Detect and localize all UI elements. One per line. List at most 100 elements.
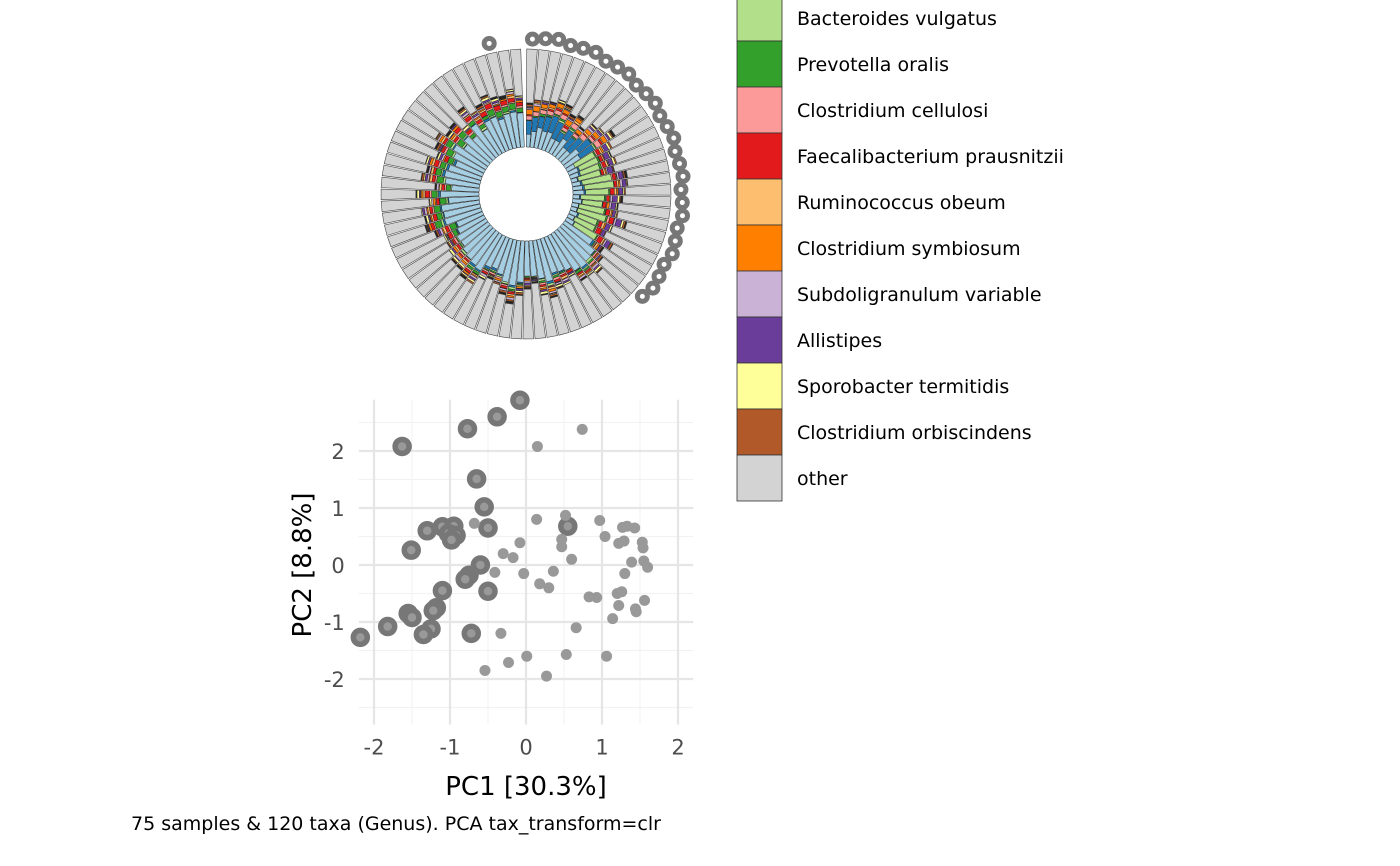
data-point [599, 531, 611, 542]
bar-segment-other [599, 247, 646, 286]
data-point [514, 537, 526, 549]
bar-segment-other [608, 126, 660, 158]
bar-segment-other [556, 286, 581, 333]
bar-segment-other [475, 282, 501, 334]
data-point [468, 517, 480, 529]
bar-segment [526, 115, 533, 121]
data-point [618, 535, 630, 547]
highlight-marker [672, 156, 688, 172]
bar-segment [422, 190, 426, 199]
bar-segment-other [408, 250, 454, 289]
data-point [601, 650, 613, 662]
bar-segment-other [625, 160, 670, 179]
bar-segment-other [391, 230, 438, 259]
data-point-highlighted [470, 555, 491, 575]
bar-segment-other [625, 184, 672, 196]
bar-segment [572, 189, 585, 195]
scatter-points [350, 390, 654, 682]
legend-swatch [736, 224, 783, 272]
bar-segment-other [614, 137, 664, 164]
highlight-marker [664, 246, 680, 262]
x-tick-label: -1 [440, 736, 461, 760]
data-point-highlighted [478, 581, 498, 601]
circular-bar-chart [380, 31, 691, 340]
legend-label: Prevotella oralis [797, 54, 949, 76]
highlight-marker [575, 40, 591, 56]
bar-segment [618, 187, 624, 196]
bar-segment-other [432, 75, 464, 112]
bar-segment [572, 194, 580, 200]
highlight-marker [638, 86, 654, 102]
bar-segment-other [384, 216, 427, 236]
bar-segment-other [598, 256, 639, 295]
highlight-marker [651, 268, 667, 284]
highlight-marker [524, 31, 540, 47]
highlight-marker [551, 31, 567, 47]
bar-segment-other [443, 279, 474, 320]
bar-segment-other [570, 66, 606, 118]
data-point-highlighted [392, 436, 412, 457]
bar-segment-other [579, 80, 625, 131]
bar-segment-other [610, 105, 649, 137]
bar-segment-other [609, 243, 653, 276]
bar-segment [612, 195, 618, 203]
highlight-marker [674, 195, 690, 211]
bar-segment-other [568, 273, 603, 324]
bar-segment-other [599, 96, 642, 134]
legend: Bacteroides vulgatus Prevotella oralis Clo… [736, 0, 1064, 502]
bar-segment [420, 190, 424, 199]
bar-segment-other [566, 61, 596, 108]
bar-segment-other [442, 68, 477, 115]
chart-center [480, 148, 572, 240]
data-point [534, 578, 546, 590]
bar-segment-other [612, 148, 668, 173]
x-tick-label: 2 [671, 736, 684, 760]
bar-segment-other [416, 258, 457, 298]
data-point-highlighted [466, 469, 487, 489]
legend-label: Clostridium orbiscindens [797, 422, 1032, 444]
bar-segment-other [380, 176, 436, 191]
data-point-highlighted [478, 518, 498, 538]
bar-segment-other [549, 295, 570, 336]
scatter-grid [358, 399, 694, 725]
bar-segment [445, 184, 451, 191]
data-point [560, 509, 572, 521]
legend-swatch [736, 132, 783, 180]
bar-segment-other [578, 72, 616, 120]
data-point [518, 568, 530, 580]
legend-label: Sporobacter termitidis [797, 376, 1009, 398]
bar-segment-other [381, 207, 423, 225]
bar-segment-other [617, 203, 671, 220]
bar-segment-other [624, 221, 667, 243]
highlight-marker [634, 288, 650, 304]
data-point-highlighted [402, 607, 422, 628]
bar-segment-other [591, 87, 634, 130]
bar-segment-other [609, 225, 663, 255]
bar-segment-other [563, 281, 592, 329]
highlight-marker [652, 108, 668, 124]
bar-segment-other [558, 56, 585, 103]
caption: 75 samples & 120 taxa (Genus). PCA tax_t… [131, 813, 661, 835]
bar-segment-other [626, 172, 671, 187]
bar-segment-other [541, 50, 562, 103]
data-point [507, 552, 519, 564]
highlight-marker [563, 38, 579, 54]
data-point [543, 582, 555, 594]
bar-segment-other [580, 276, 613, 318]
data-point [630, 606, 642, 618]
data-point-highlighted [457, 419, 478, 439]
bar-segment-other [616, 210, 669, 232]
bar-segment-other [424, 265, 463, 306]
bar-segment-other [395, 119, 439, 149]
bar-segment-other [401, 242, 451, 280]
bar-segment-other [510, 294, 524, 340]
data-point [619, 568, 631, 580]
legend-swatch [736, 40, 783, 88]
data-point [541, 670, 553, 682]
bar-segment [416, 190, 420, 199]
bar-segment-other [401, 109, 440, 140]
highlight-marker [656, 256, 672, 272]
bar-segment-other [415, 91, 455, 129]
data-point-highlighted [487, 407, 507, 427]
